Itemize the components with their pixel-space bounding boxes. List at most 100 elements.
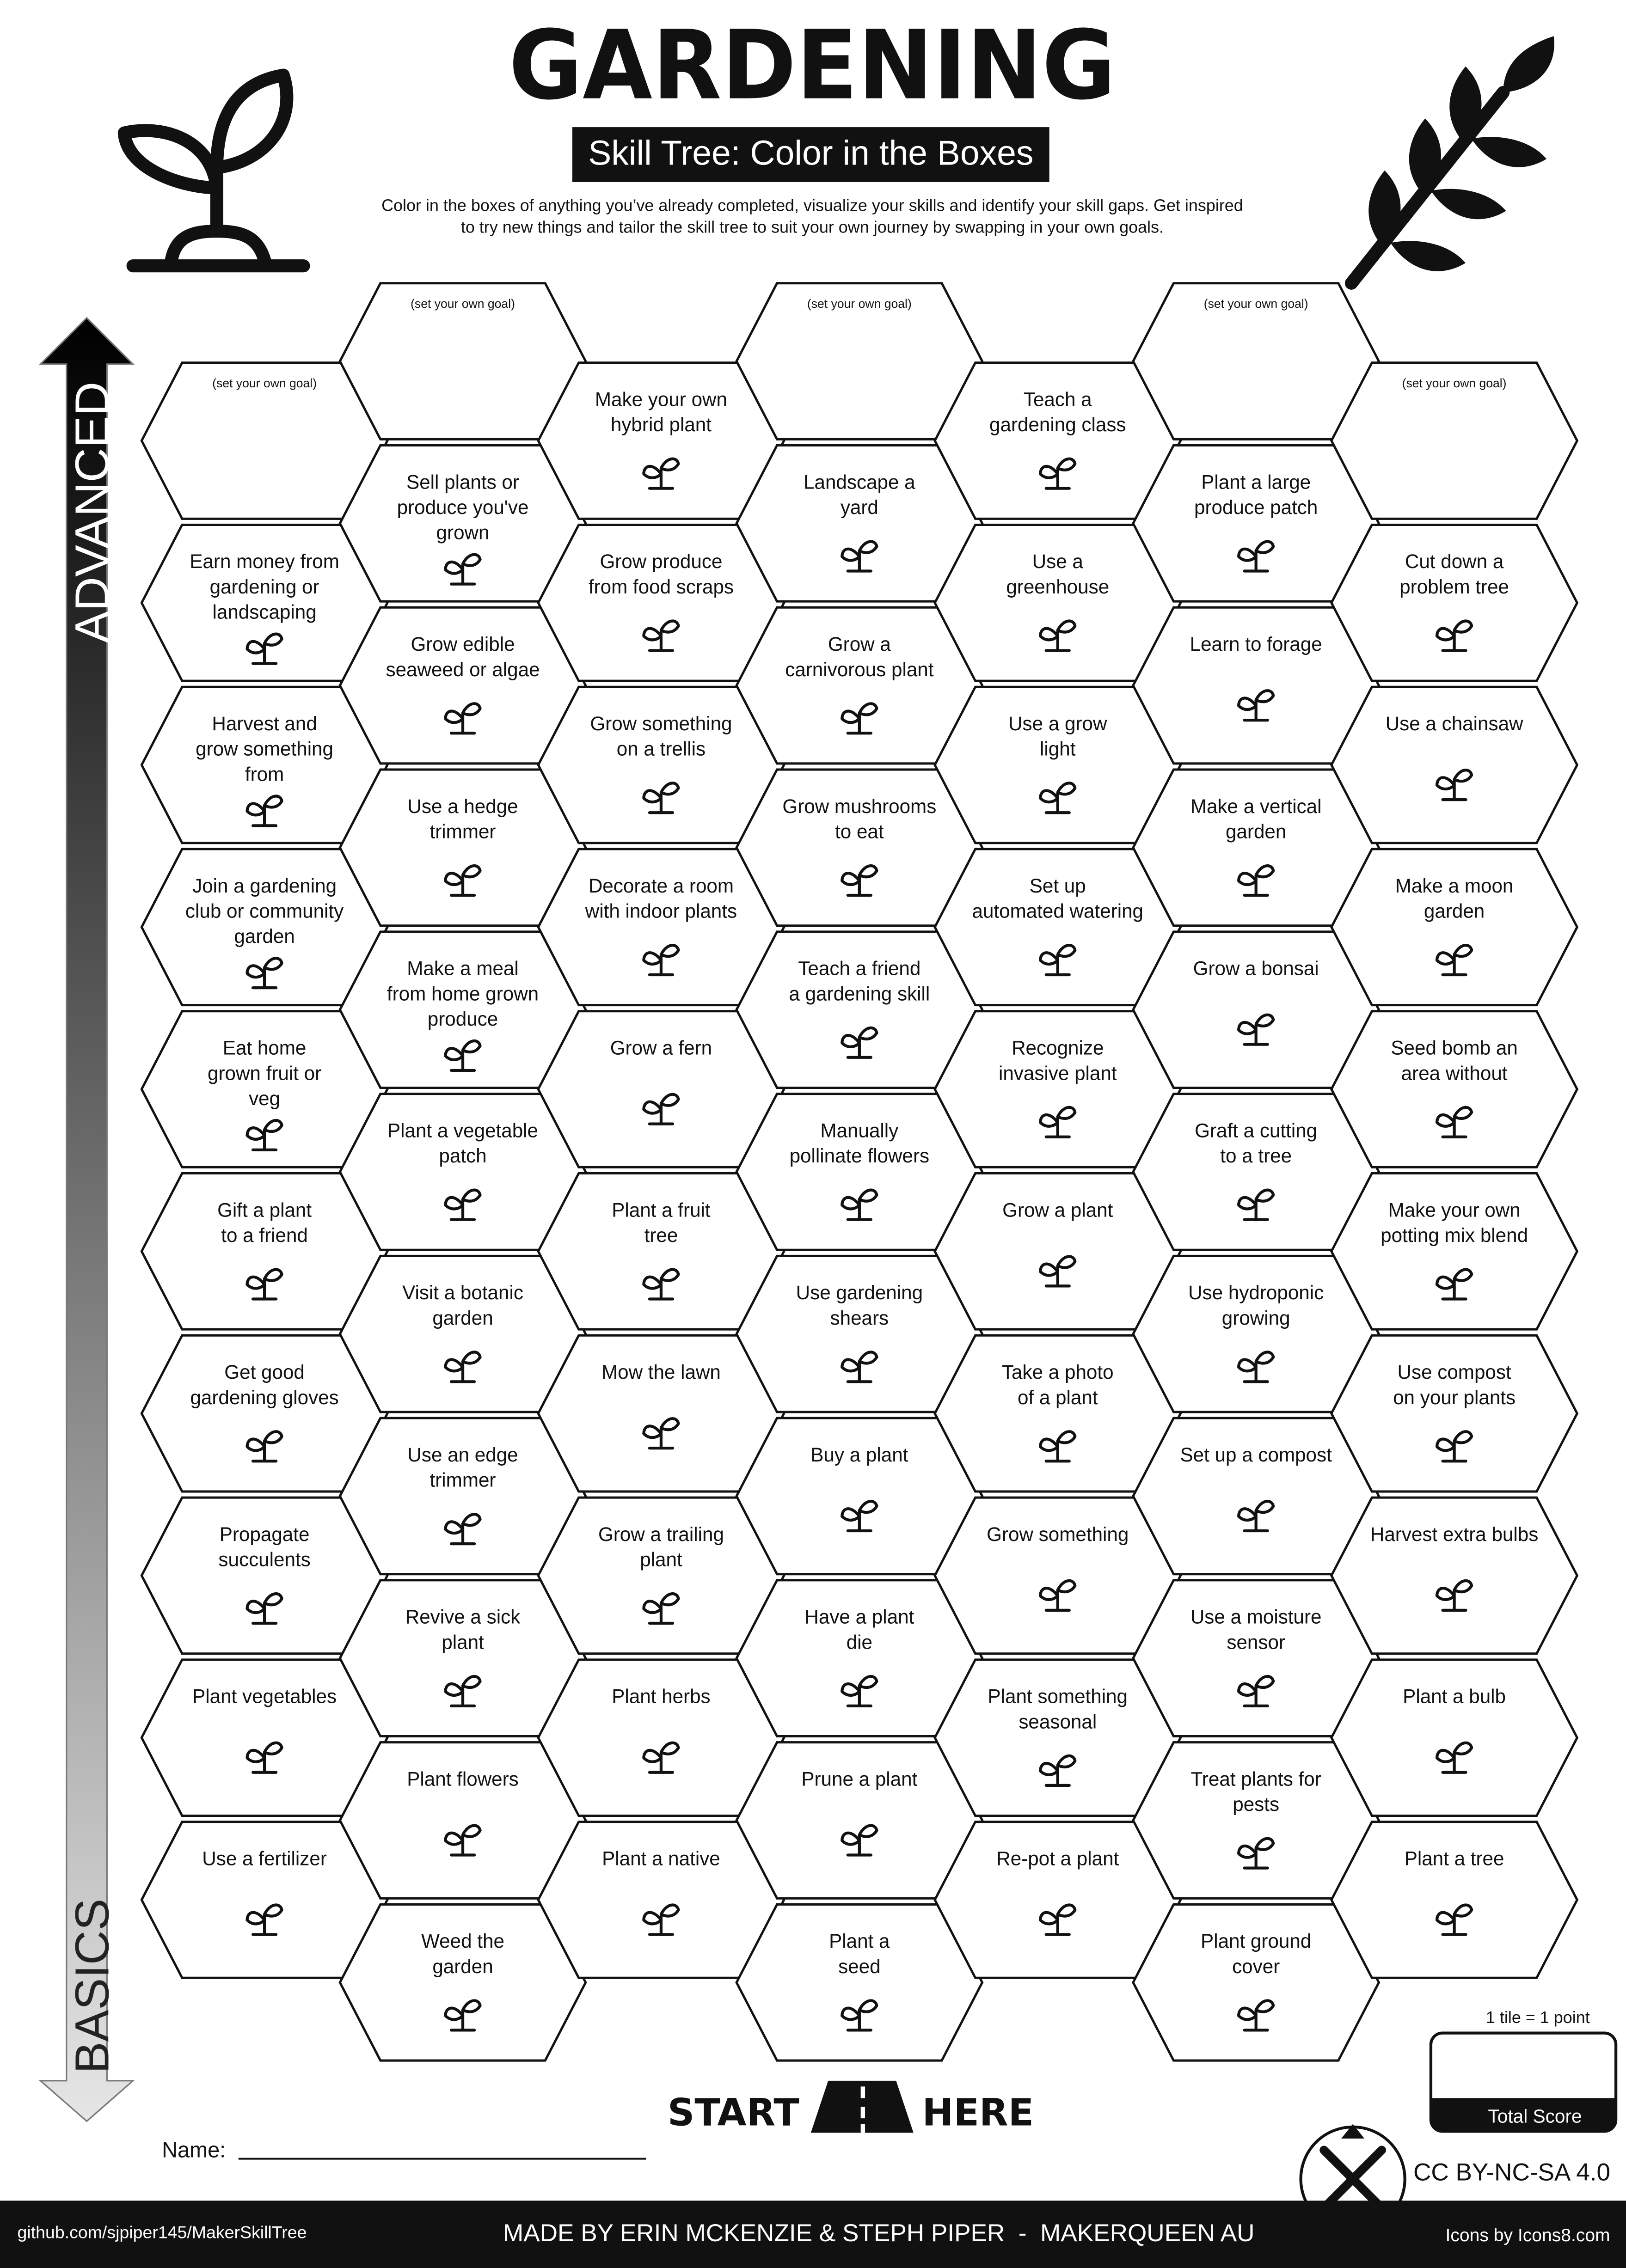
skill-tile: Make a moon garden — [1330, 848, 1579, 1007]
tile-label: Make your own — [1388, 1199, 1521, 1221]
skill-tile: Weed the garden — [338, 1903, 587, 2062]
hexagon — [1132, 1254, 1381, 1413]
hexagon — [338, 1741, 587, 1900]
tile-label: Earn money from — [190, 550, 339, 572]
skill-tile: Grow mushrooms to eat — [735, 768, 984, 927]
hexagon — [735, 1741, 984, 1900]
skill-tile: Plant flowers — [338, 1741, 587, 1900]
tile-icon — [1237, 1999, 1275, 2032]
tile-icon — [1039, 457, 1077, 490]
skill-tile: Decorate a room with indoor plants — [537, 848, 785, 1007]
tile-label: Grow a plant — [1002, 1199, 1113, 1221]
tile-label: veg — [249, 1088, 280, 1109]
hexagon — [338, 444, 587, 603]
icon-sprout — [841, 1499, 878, 1533]
tile-label: Plant something — [988, 1686, 1128, 1707]
skill-tile: Plant vegetables — [140, 1658, 389, 1817]
tile-label: Graft a cutting — [1195, 1119, 1317, 1141]
hexagon — [1330, 1334, 1579, 1493]
hexagon — [140, 1334, 389, 1493]
skill-tile: Have a plant die — [735, 1579, 984, 1738]
icon-sprout — [841, 864, 878, 897]
goal-note: (set your own goal) — [1402, 376, 1507, 390]
tile-label: Cut down a — [1405, 550, 1504, 572]
tile-label: Get good — [224, 1361, 305, 1383]
icon-sprout — [1237, 864, 1275, 897]
skill-tile: Recognize invasive plant — [933, 1010, 1182, 1168]
skill-tile: Grow something — [933, 1496, 1182, 1655]
axis-bottom-label: BASICS — [65, 1899, 118, 2073]
tile-label: pests — [1233, 1793, 1279, 1815]
hexagon — [1132, 444, 1381, 603]
score-label: Total Score — [1488, 2105, 1582, 2127]
hexagon — [338, 1093, 587, 1251]
tile-icon — [841, 540, 878, 573]
tile-label: Make a meal — [407, 958, 519, 979]
tile-label: succulents — [218, 1549, 310, 1571]
tile-icon — [1237, 1351, 1275, 1383]
hexagon — [338, 1579, 587, 1738]
hexagon — [1330, 848, 1579, 1007]
tile-label: garden — [1424, 900, 1485, 922]
tile-label: grown fruit or — [208, 1062, 321, 1084]
tile-label: on your plants — [1393, 1387, 1516, 1408]
tile-label: from food scraps — [589, 576, 734, 598]
icon-sprout — [1435, 1430, 1473, 1463]
skill-tile: Grow produce from food scraps — [537, 523, 785, 682]
tile-icon — [1039, 1430, 1077, 1463]
tile-label: Use a fertilizer — [202, 1847, 327, 1869]
tile-icon — [1039, 1106, 1077, 1138]
hexagon — [140, 685, 389, 844]
hexagon — [1330, 1010, 1579, 1168]
tile-icon — [245, 1430, 283, 1463]
tile-label: growing — [1222, 1307, 1290, 1329]
hexagon — [933, 361, 1182, 520]
skill-tile: (set your own goal) — [1132, 282, 1381, 440]
tile-icon — [444, 1188, 482, 1221]
tile-label: Visit a botanic — [402, 1282, 523, 1303]
skill-tile: Mow the lawn — [537, 1334, 785, 1493]
tile-icon — [841, 864, 878, 897]
tile-label: gardening gloves — [190, 1387, 338, 1408]
subtitle-box — [572, 127, 1049, 182]
icon-sprout — [245, 1430, 283, 1463]
description-line: to try new things and tailor the skill t… — [461, 217, 1164, 236]
hexagon — [338, 1417, 587, 1576]
tile-icon — [1039, 782, 1077, 814]
icon-sprout — [444, 1188, 482, 1221]
tile-label: Use an edge — [407, 1444, 518, 1466]
skill-tile: Seed bomb an area without — [1330, 1010, 1579, 1168]
hexagon — [537, 361, 785, 520]
progress-arrow — [38, 317, 135, 2122]
skill-tile: Plant a native — [537, 1821, 785, 1979]
hexagon — [1132, 930, 1381, 1089]
icon-sprout — [1237, 1999, 1275, 2032]
footer-icons: Icons by Icons8.com — [1446, 2225, 1610, 2245]
skill-tile: Landscape a yard — [735, 444, 984, 603]
skill-tile: Make a meal from home grown produce — [338, 930, 587, 1089]
tile-label: Plant a tree — [1405, 1847, 1504, 1869]
tile-icon — [444, 1039, 482, 1072]
tile-label: Treat plants for — [1191, 1768, 1321, 1790]
skill-tile: Grow a bonsai — [1132, 930, 1381, 1089]
hexagon — [933, 523, 1182, 682]
tile-label: Grow a trailing — [598, 1523, 724, 1545]
skill-tile: Harvest and grow something from — [140, 685, 389, 844]
tile-label: Grow produce — [600, 550, 722, 572]
skill-tile: Plant a fruit tree — [537, 1172, 785, 1331]
tile-label: from — [245, 763, 284, 785]
tile-label: Grow a fern — [610, 1037, 712, 1059]
icon-sprout — [642, 1592, 680, 1625]
tile-icon — [841, 1351, 878, 1383]
icon-sprout — [444, 1513, 482, 1546]
tile-label: Grow something — [590, 713, 732, 734]
tile-icon — [1237, 1013, 1275, 1046]
tile-icon — [841, 1675, 878, 1708]
hexagon — [537, 1496, 785, 1655]
title: GARDENING — [509, 10, 1116, 121]
icon-sprout — [444, 553, 482, 586]
hexagon — [537, 1821, 785, 1979]
skill-tile: (set your own goal) — [1330, 361, 1579, 520]
tile-icon — [245, 1119, 283, 1152]
skill-tile: Make your own hybrid plant — [537, 361, 785, 520]
